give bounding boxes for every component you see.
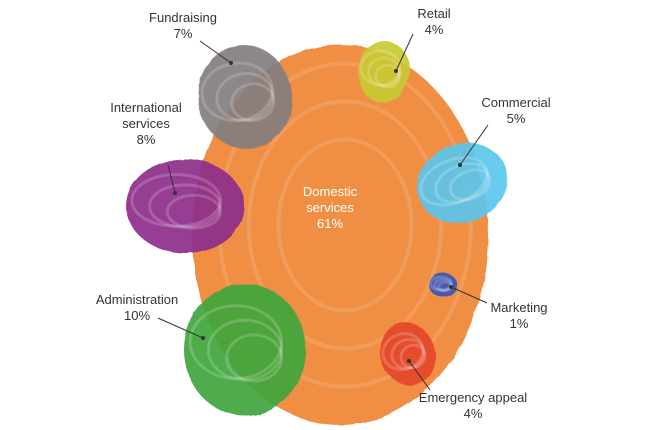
bubble-domestic-services-texture: [246, 99, 444, 351]
label-administration: Administration 10%: [96, 292, 178, 323]
label-domestic-services-value: 61%: [317, 216, 343, 231]
leader-line-layer: [157, 33, 489, 391]
bubble-commercial-texture: [419, 156, 489, 207]
bubble-fundraising-texture: [215, 71, 275, 123]
bubble-emergency: [380, 322, 436, 386]
label-emergency-value: 4%: [464, 406, 483, 421]
bubble-administration-texture: [225, 333, 284, 383]
label-commercial: Commercial 5%: [481, 95, 550, 126]
bubble-retail: [357, 41, 411, 103]
leader-dot-retail: [394, 69, 398, 73]
label-marketing: Marketing 1%: [490, 300, 547, 331]
leader-line-commercial: [459, 124, 489, 166]
label-retail-value: 4%: [425, 22, 444, 37]
label-emergency: Emergency appeal 4%: [419, 390, 528, 421]
leader-line-emergency: [408, 360, 431, 391]
bubble-marketing-texture: [428, 275, 453, 292]
label-layer: Domestic services 61%Fundraising 7%Retail 4%…: [96, 6, 551, 421]
label-international-name: International: [110, 100, 182, 115]
leader-line-international: [167, 164, 176, 194]
bubble-international-texture: [148, 183, 222, 229]
label-commercial-name: Commercial: [481, 95, 550, 110]
label-domestic-services: Domestic services 61%: [303, 184, 358, 231]
leader-line-marketing: [450, 286, 488, 304]
bubble-retail-texture: [359, 49, 402, 87]
label-administration-name: Administration: [96, 292, 178, 307]
leader-dot-emergency: [407, 359, 411, 363]
label-fundraising-value: 7%: [174, 26, 193, 41]
bubble-fundraising-texture: [230, 82, 276, 122]
bubble-administration: [184, 284, 306, 416]
label-domestic-services-name: Domestic: [303, 184, 358, 199]
label-fundraising-name: Fundraising: [149, 10, 217, 25]
leader-line-retail: [395, 33, 414, 72]
label-marketing-name: Marketing: [490, 300, 547, 315]
leader-dot-marketing: [449, 285, 453, 289]
label-fundraising: Fundraising 7%: [149, 10, 217, 41]
bubble-emergency-texture: [390, 337, 426, 371]
label-international: International services 8%: [110, 100, 182, 147]
leader-dot-administration: [201, 336, 205, 340]
bubble-commercial-texture: [434, 162, 490, 204]
leader-line-administration: [157, 317, 204, 339]
bubble-domestic-services-texture: [276, 137, 414, 313]
bubble-marketing-texture: [433, 278, 453, 292]
bubble-retail-texture: [374, 63, 401, 89]
bubble-fundraising-texture: [200, 61, 274, 123]
bubble-emergency-texture: [399, 343, 427, 370]
bubble-layer: [126, 41, 508, 425]
leader-dot-commercial: [458, 163, 462, 167]
leader-line-fundraising: [199, 40, 232, 64]
leader-dot-fundraising: [229, 61, 233, 65]
bubble-emergency-texture: [381, 332, 425, 371]
label-retail: Retail 4%: [417, 6, 450, 37]
bubble-administration-texture: [206, 318, 284, 382]
label-emergency-name: Emergency appeal: [419, 390, 528, 405]
leader-dot-international: [173, 191, 177, 195]
bubble-retail-texture: [366, 56, 402, 88]
bubble-international: [126, 159, 244, 253]
bubble-commercial-texture: [448, 168, 492, 202]
label-commercial-value: 5%: [507, 111, 526, 126]
bubble-administration-texture: [188, 304, 284, 380]
bubble-marketing: [429, 273, 457, 297]
bubble-international-texture: [165, 193, 222, 230]
label-retail-name: Retail: [417, 6, 450, 21]
label-administration-value: 10%: [124, 308, 150, 323]
label-domestic-services-name: services: [306, 200, 354, 215]
bubble-fundraising: [197, 45, 293, 149]
label-marketing-value: 1%: [510, 316, 529, 331]
label-international-value: 8%: [137, 132, 156, 147]
bubble-commercial: [416, 142, 508, 224]
label-international-name: services: [122, 116, 170, 131]
bubble-international-texture: [130, 173, 222, 228]
